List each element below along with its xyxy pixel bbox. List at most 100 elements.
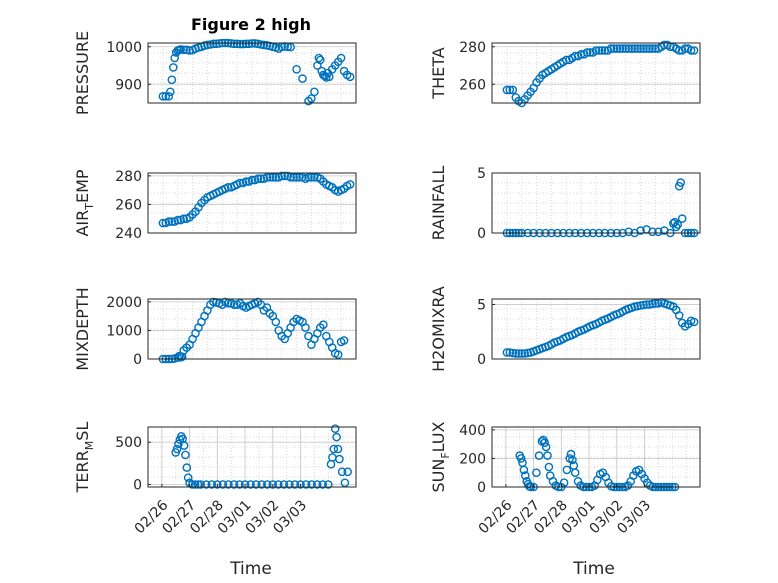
- data-point: [280, 171, 290, 181]
- data-point: [273, 480, 283, 489]
- data-point: [289, 172, 298, 182]
- data-point: [318, 320, 328, 330]
- data-point: [505, 85, 515, 95]
- data-point: [176, 45, 185, 54]
- y-tick-label: 280: [115, 169, 142, 185]
- data-point: [633, 44, 642, 53]
- data-point: [286, 172, 295, 182]
- data-point: [674, 46, 684, 55]
- y-tick-label: 0: [477, 226, 486, 242]
- data-point: [295, 172, 304, 182]
- y-tick-label: 5: [477, 297, 486, 313]
- data-point: [332, 432, 341, 442]
- data-point: [624, 44, 634, 53]
- data-point: [689, 46, 699, 55]
- data-point: [173, 215, 182, 225]
- axes-box: [491, 42, 701, 104]
- data-point: [209, 39, 218, 49]
- data-point: [158, 92, 168, 101]
- data-point: [301, 480, 311, 489]
- y-tick-label: 260: [459, 77, 486, 93]
- data-point: [648, 227, 657, 237]
- data-point: [324, 72, 334, 82]
- data-point: [676, 178, 686, 187]
- data-point: [673, 220, 683, 229]
- data-point: [639, 44, 648, 53]
- data-point: [624, 227, 634, 237]
- subplot-7: 050002/2602/2702/2803/0103/0203/03TERRMS…: [73, 422, 357, 537]
- y-tick-label: 280: [459, 40, 486, 56]
- data-point: [674, 311, 684, 320]
- data-point: [627, 44, 637, 53]
- data-point: [241, 177, 251, 186]
- data-point: [265, 172, 275, 182]
- data-point: [262, 172, 272, 182]
- data-point: [636, 44, 645, 53]
- data-point: [612, 44, 622, 53]
- data-point: [323, 480, 333, 489]
- data-point: [591, 46, 601, 55]
- data-point: [165, 87, 175, 97]
- data-point: [639, 300, 648, 310]
- data-point: [211, 39, 221, 49]
- data-point: [517, 349, 527, 358]
- data-point: [310, 87, 319, 97]
- data-point: [229, 39, 239, 49]
- data-point: [307, 480, 316, 489]
- y-axis-label: MIXDEPTH: [73, 287, 92, 370]
- data-point: [232, 39, 242, 49]
- y-tick-label: 260: [115, 197, 142, 213]
- subplot-1: 900 1000 PRESSURE: [73, 31, 357, 115]
- subplot-5: 0 1000 2000 MIXDEPTH: [73, 287, 357, 371]
- axes-box: [147, 298, 357, 360]
- data-point: [172, 444, 182, 454]
- data-point: [292, 65, 301, 74]
- data-point: [203, 40, 212, 50]
- data-point: [340, 478, 350, 488]
- data-point: [621, 44, 631, 53]
- data-point: [173, 353, 182, 362]
- y-tick-label: 0: [477, 480, 486, 496]
- data-point: [246, 480, 255, 489]
- y-axis-label: H2OMIXRA: [429, 286, 448, 372]
- data-point: [609, 44, 619, 53]
- data-point: [615, 44, 625, 53]
- data-point: [170, 53, 179, 63]
- data-point: [190, 480, 200, 489]
- y-axis-label: TERRMSL: [73, 422, 96, 494]
- data-point: [345, 180, 355, 189]
- data-point: [598, 468, 608, 478]
- data-point: [502, 85, 512, 95]
- data-point: [307, 94, 316, 103]
- data-point: [689, 317, 699, 327]
- data-point: [179, 441, 189, 450]
- data-point: [279, 480, 289, 489]
- data-point: [600, 46, 610, 55]
- data-point: [511, 349, 521, 358]
- y-axis-label: AIRTEMP: [73, 169, 96, 236]
- y-axis-label: SUNFLUX: [429, 421, 452, 492]
- data-point: [582, 48, 592, 57]
- data-point: [686, 46, 696, 55]
- data-point: [597, 46, 607, 55]
- data-point: [521, 471, 530, 480]
- data-point: [570, 468, 580, 478]
- data-point: [268, 480, 278, 489]
- data-point: [235, 39, 245, 49]
- data-point: [540, 438, 550, 448]
- data-point: [285, 480, 294, 489]
- y-tick-label: 0: [133, 477, 142, 493]
- data-point: [235, 178, 245, 188]
- y-tick-label: 400: [459, 423, 486, 439]
- data-point: [505, 348, 515, 357]
- y-tick-label: 5: [477, 166, 486, 182]
- data-point: [680, 44, 690, 53]
- data-point: [185, 46, 194, 55]
- y-axis-label: PRESSURE: [73, 31, 92, 115]
- data-point: [314, 53, 324, 63]
- data-point: [345, 72, 355, 82]
- data-point: [636, 226, 645, 235]
- data-point: [271, 172, 281, 182]
- y-tick-label: 0: [133, 352, 142, 368]
- data-point: [637, 469, 647, 479]
